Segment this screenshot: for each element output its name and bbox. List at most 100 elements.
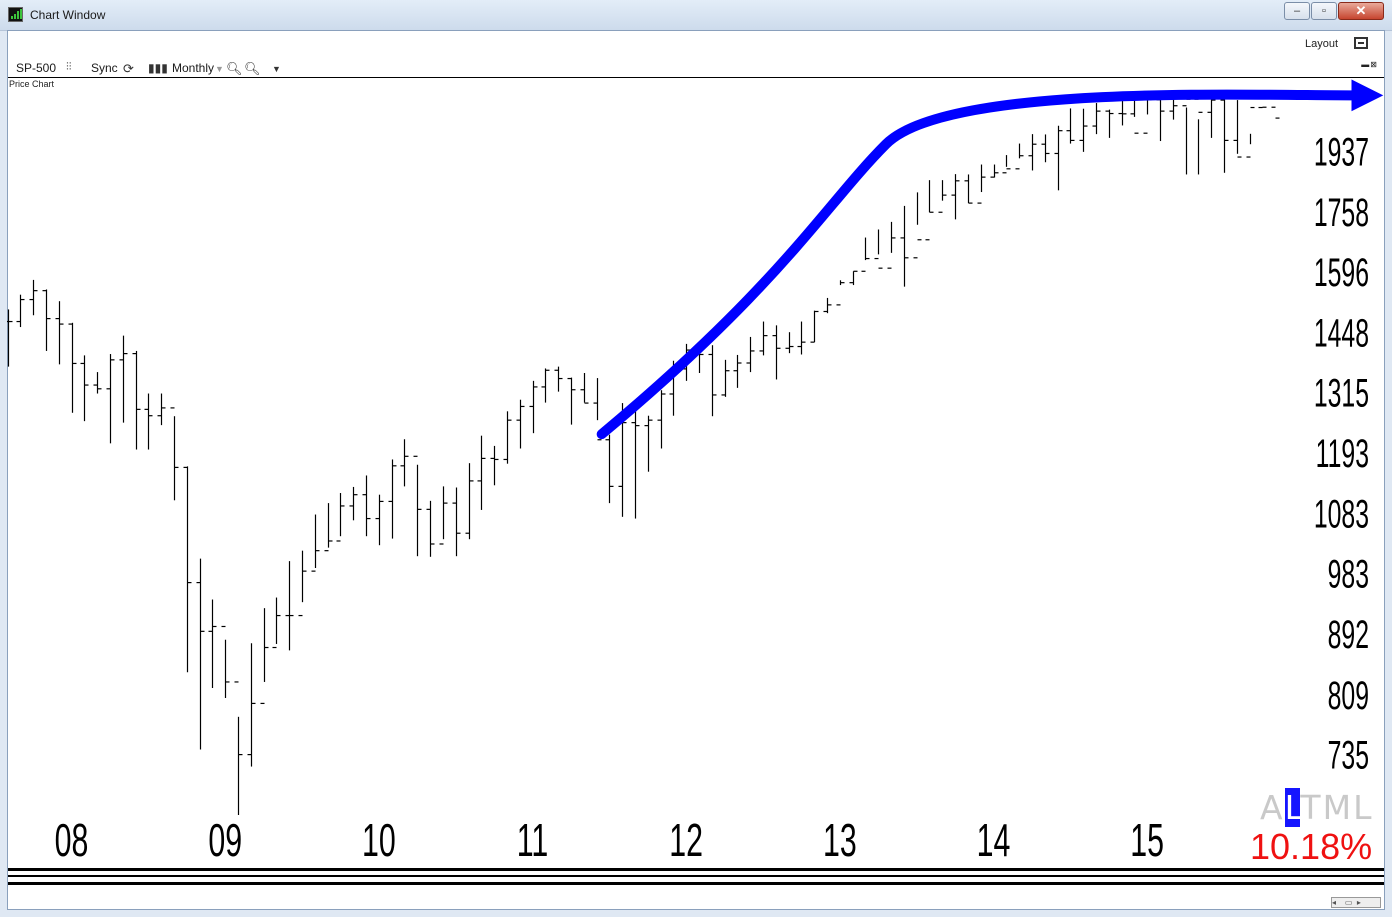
price-chart: 1937175815961448131511931083983892809735… xyxy=(7,79,1384,867)
layout-button-label[interactable]: Layout xyxy=(1304,38,1338,50)
title-bar: Chart Window – ▫ ✕ xyxy=(0,0,1392,31)
ohlc-bar xyxy=(106,354,115,444)
ohlc-bar xyxy=(746,336,755,373)
ohlc-bar xyxy=(324,503,333,552)
y-axis-labels: 1937 1758 1596 1448 1315 1193 1083 983 892 809 735 xyxy=(1314,131,1369,779)
ohlc-bar xyxy=(541,368,550,403)
ohlc-bar xyxy=(708,345,717,417)
ohlc-bar xyxy=(298,550,307,617)
zoom-out-icon[interactable]: 🔍︎ xyxy=(244,61,261,76)
ohlc-bar xyxy=(1233,100,1242,158)
close-button[interactable]: ✕ xyxy=(1338,2,1384,20)
zoom-in-icon[interactable]: 🔍︎ xyxy=(226,61,243,76)
ohlc-bar xyxy=(144,393,153,450)
timeframe-m[interactable]: M xyxy=(1322,788,1354,827)
ohlc-bar xyxy=(1220,96,1229,173)
percent-change: 10.18% xyxy=(1250,826,1373,867)
x-tick-label: 08 xyxy=(55,816,89,867)
chart-type-icon[interactable]: ▮▮▮ xyxy=(148,61,168,75)
x-tick-label: 10 xyxy=(362,816,396,867)
window-title: Chart Window xyxy=(30,8,106,22)
timeframe-l[interactable]: L xyxy=(1353,788,1374,827)
ohlc-bar xyxy=(119,335,128,423)
ohlc-bar xyxy=(977,164,986,204)
x-tick-label: 15 xyxy=(1130,816,1164,867)
ohlc-bar xyxy=(196,558,205,750)
ohlc-bar xyxy=(362,475,371,537)
ohlc-bar xyxy=(503,411,512,464)
app-chart-icon xyxy=(8,7,23,22)
timeframe-l-selected[interactable]: L xyxy=(1284,788,1301,827)
ohlc-bar xyxy=(733,354,742,388)
ohlc-bar xyxy=(887,221,896,269)
panel-controls[interactable]: ▬⊠ xyxy=(1361,60,1378,69)
symbol-selector[interactable]: SP-500 xyxy=(16,61,57,75)
horizontal-scrollbar[interactable]: ◂ ▭ ▸ xyxy=(1331,897,1381,908)
ohlc-bar xyxy=(925,180,934,241)
axis-rule-bottom xyxy=(8,882,1384,885)
ohlc-bar xyxy=(964,174,973,204)
ohlc-bar xyxy=(260,608,269,705)
ohlc-bar xyxy=(349,486,358,521)
ohlc-bar xyxy=(477,435,486,510)
ohlc-bar xyxy=(93,372,102,394)
period-selector[interactable]: Monthly xyxy=(172,61,215,75)
period-dropdown-icon[interactable]: ▼ xyxy=(215,64,224,74)
ohlc-bar xyxy=(772,325,781,380)
ohlc-bar xyxy=(208,599,217,689)
ohlc-bar xyxy=(797,321,806,355)
y-tick-label: 892 xyxy=(1328,613,1369,657)
ohlc-bar xyxy=(247,643,256,767)
x-axis-labels: 08 09 10 11 12 13 14 15 xyxy=(55,816,1164,867)
ohlc-bar xyxy=(861,237,870,272)
y-tick-label: 1937 xyxy=(1314,131,1369,175)
ohlc-bar xyxy=(644,415,653,472)
ohlc-bar xyxy=(439,486,448,545)
y-tick-label: 809 xyxy=(1328,674,1369,718)
ohlc-bar xyxy=(1041,134,1050,163)
ohlc-bar xyxy=(1207,96,1216,138)
bar-style-icon[interactable]: ⫶⫶ xyxy=(66,61,72,73)
price-chart-label: Price Chart xyxy=(9,79,55,89)
timeframe-t[interactable]: T xyxy=(1300,788,1323,827)
y-tick-label: 735 xyxy=(1328,734,1369,778)
y-tick-label: 1758 xyxy=(1314,191,1369,235)
timeframe-a[interactable]: A xyxy=(1260,788,1285,827)
ohlc-bar xyxy=(157,393,166,426)
x-tick-label: 14 xyxy=(977,816,1011,867)
ohlc-bar xyxy=(234,681,243,816)
ohlc-bar xyxy=(605,434,614,504)
ohlc-bar xyxy=(7,309,13,367)
ohlc-bar xyxy=(465,463,474,540)
ohlc-bar xyxy=(426,500,435,557)
ohlc-bar xyxy=(1130,96,1139,134)
ohlc-bar xyxy=(29,279,38,316)
ohlc-bar xyxy=(1105,109,1114,138)
trend-arrow xyxy=(596,79,1384,440)
ohlc-bar xyxy=(529,380,538,434)
ohlc-bar xyxy=(874,229,883,269)
ohlc-bar xyxy=(913,192,922,259)
restore-button[interactable]: ▫ xyxy=(1311,2,1337,20)
ohlc-bar xyxy=(593,378,602,441)
toolbar-divider xyxy=(8,77,1384,78)
ohlc-bar xyxy=(413,455,422,557)
ohlc-bar xyxy=(272,597,281,649)
dropdown-icon[interactable]: ▼ xyxy=(272,64,281,74)
layout-icon[interactable] xyxy=(1354,37,1368,49)
ohlc-bar xyxy=(170,407,179,501)
ohlc-bar xyxy=(836,280,845,306)
minimize-button[interactable]: – xyxy=(1284,2,1310,20)
ohlc-bar xyxy=(336,493,345,542)
ohlc-bar xyxy=(759,321,768,356)
sync-button[interactable]: Sync xyxy=(91,61,118,75)
ohlc-bar xyxy=(1271,106,1280,119)
sync-icon[interactable]: ⟳ xyxy=(123,61,134,76)
timeframe-selector: ALTML xyxy=(1260,788,1373,827)
ohlc-bar xyxy=(388,459,397,539)
y-tick-label: 1315 xyxy=(1314,372,1369,416)
ohlc-bar xyxy=(375,494,384,546)
ohlc-bar xyxy=(1054,125,1063,191)
ohlc-bar xyxy=(900,205,909,287)
ohlc-bar xyxy=(1015,143,1024,170)
